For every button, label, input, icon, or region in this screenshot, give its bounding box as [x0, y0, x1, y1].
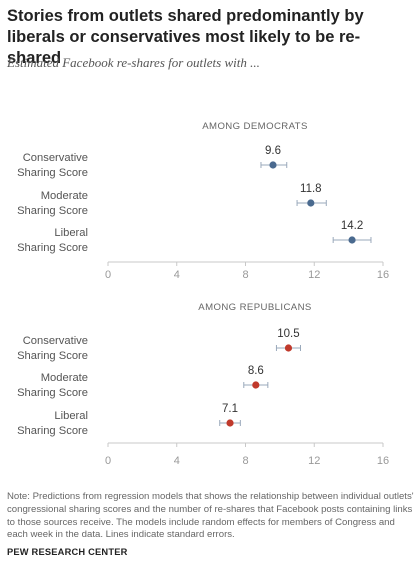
democrats-data-point: [348, 236, 356, 244]
democrats-x-tick-label: 0: [105, 269, 111, 281]
democrats-x-tick-label: 4: [174, 269, 180, 281]
republicans-x-tick-label: 8: [242, 455, 248, 467]
republicans-value-label: 7.1: [222, 403, 238, 415]
republicans-category-label: Conservative Sharing Score: [17, 335, 88, 362]
democrats-category-label: Liberal Sharing Score: [17, 227, 88, 254]
republicans-data-point: [252, 381, 260, 389]
chart-area: AMONG DEMOCRATS 0 4 8 12 16 Conservative Sharin…: [17, 121, 389, 467]
democrats-data-point: [269, 161, 277, 169]
chart-subtitle: Estimated Facebook re-shares for outlets…: [7, 55, 260, 70]
republicans-x-tick-label: 16: [377, 455, 389, 467]
chart-title: Stories from outlets shared predominantl…: [7, 7, 364, 67]
democrats-x-tick-label: 16: [377, 269, 389, 281]
republicans-category-label: Liberal Sharing Score: [17, 410, 88, 437]
republicans-value-label: 10.5: [277, 328, 299, 340]
democrats-x-tick-label: 8: [242, 269, 248, 281]
chart-note: Note: Predictions from regression models…: [7, 491, 414, 541]
democrats-x-tick-label: 12: [308, 269, 320, 281]
democrats-category-label: Conservative Sharing Score: [17, 152, 88, 179]
democrats-data-point: [307, 199, 315, 207]
republicans-value-label: 8.6: [248, 365, 264, 377]
republicans-panel-title: AMONG REPUBLICANS: [198, 302, 311, 313]
democrats-value-label: 14.2: [341, 220, 363, 232]
republicans-data-point: [284, 344, 293, 352]
source-credit: PEW RESEARCH CENTER: [7, 547, 128, 557]
republicans-data-point: [226, 419, 234, 427]
republicans-category-label: Moderate Sharing Score: [17, 372, 88, 399]
republicans-x-tick-label: 0: [105, 455, 111, 467]
democrats-value-label: 9.6: [265, 145, 281, 157]
democrats-panel-title: AMONG DEMOCRATS: [202, 121, 308, 132]
democrats-category-label: Moderate Sharing Score: [17, 190, 88, 217]
republicans-x-tick-label: 12: [308, 455, 320, 467]
republicans-x-tick-label: 4: [174, 455, 180, 467]
democrats-value-label: 11.8: [300, 183, 322, 195]
